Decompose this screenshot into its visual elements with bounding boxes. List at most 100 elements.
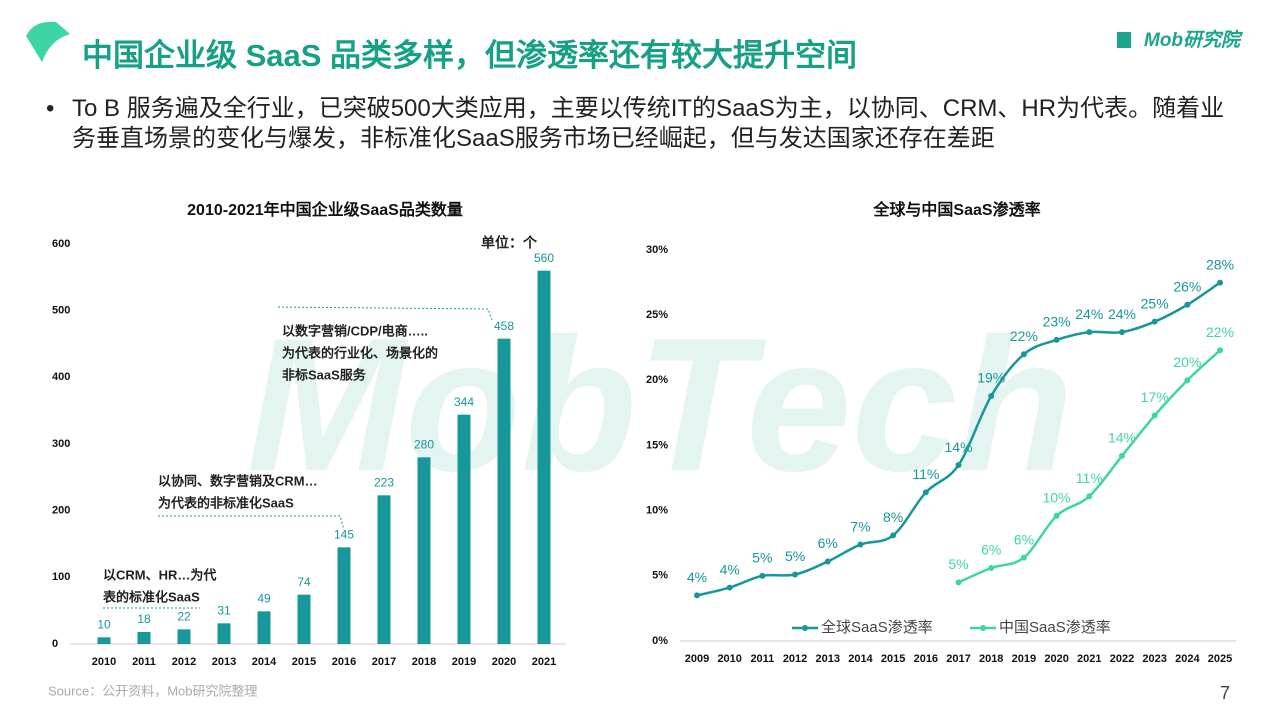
data-label: 5% (948, 556, 968, 572)
annotation: 以数字营销/CDP/电商….. (282, 323, 428, 338)
y-tick-label: 300 (52, 438, 70, 450)
legend-swatch (802, 625, 808, 631)
x-tick-label: 2015 (292, 656, 316, 668)
title-ornament (26, 21, 70, 62)
annotation: 为代表的非标准化SaaS (158, 495, 294, 510)
source: Source：公开资料，Mob研究院整理 (48, 683, 257, 698)
data-label: 24% (1108, 306, 1136, 322)
point (988, 392, 995, 399)
x-tick-label: 2009 (685, 653, 709, 665)
point (1020, 554, 1027, 561)
x-tick-label: 2013 (816, 653, 840, 665)
data-label: 49 (257, 592, 271, 606)
point (955, 462, 962, 469)
y-tick-label: 100 (52, 571, 70, 583)
y-tick-label: 30% (646, 244, 668, 256)
x-tick-label: 2012 (172, 656, 196, 668)
data-label: 4% (687, 569, 707, 585)
y-tick-label: 0 (52, 638, 58, 650)
point (1118, 452, 1125, 459)
data-label: 22% (1206, 324, 1234, 340)
logo-icon (1117, 32, 1131, 48)
data-label: 8% (883, 509, 903, 525)
x-tick-label: 2010 (92, 656, 116, 668)
legend-swatch (980, 625, 986, 631)
data-label: 5% (785, 548, 805, 564)
data-label: 6% (981, 542, 1001, 558)
point (1151, 412, 1158, 419)
point (1118, 329, 1125, 336)
x-tick-label: 2015 (881, 653, 905, 665)
x-tick-label: 2016 (914, 653, 938, 665)
data-label: 25% (1141, 295, 1169, 311)
data-label: 28% (1206, 256, 1234, 272)
x-tick-label: 2018 (412, 656, 436, 668)
point (1053, 336, 1060, 343)
y-tick-label: 200 (52, 505, 70, 517)
data-label: 344 (454, 395, 474, 409)
bar (457, 414, 471, 644)
data-label: 17% (1141, 389, 1169, 405)
chart-title: 全球与中国SaaS渗透率 (872, 200, 1040, 219)
point (1020, 351, 1027, 358)
y-tick-label: 25% (646, 309, 668, 321)
point (955, 579, 962, 586)
x-tick-label: 2017 (946, 653, 970, 665)
bar (417, 457, 431, 644)
data-label: 31 (217, 604, 231, 618)
data-label: 22 (177, 610, 191, 624)
point (1086, 329, 1093, 336)
x-tick-label: 2020 (492, 656, 516, 668)
watermark: MobTech (247, 299, 1074, 511)
x-tick-label: 2016 (332, 656, 356, 668)
point (694, 592, 700, 599)
chart-title: 2010-2021年中国企业级SaaS品类数量 (187, 200, 463, 219)
logo: Mob研究院 (1144, 29, 1243, 51)
point (1086, 493, 1093, 500)
point (824, 558, 831, 565)
point (1151, 318, 1158, 325)
x-tick-label: 2014 (848, 653, 873, 665)
slide-title: 中国企业级 SaaS 品类多样，但渗透率还有较大提升空间 (82, 38, 857, 73)
bar (177, 629, 191, 644)
x-tick-label: 2017 (372, 656, 396, 668)
y-tick-label: 20% (646, 374, 668, 386)
bar (297, 594, 311, 644)
y-tick-label: 15% (646, 439, 668, 451)
data-label: 18 (137, 612, 151, 626)
annotation: 非标SaaS服务 (282, 367, 367, 382)
x-tick-label: 2024 (1175, 653, 1200, 665)
data-label: 10 (97, 618, 111, 632)
x-tick-label: 2019 (1012, 653, 1036, 665)
point (1217, 347, 1224, 354)
annotation-leader (277, 306, 493, 321)
data-label: 22% (1010, 328, 1038, 344)
unit-label: 单位：个 (481, 235, 538, 251)
x-tick-label: 2023 (1142, 653, 1166, 665)
bar (217, 623, 231, 644)
data-label: 458 (494, 319, 514, 333)
data-label: 19% (977, 370, 1005, 386)
x-tick-label: 2010 (717, 653, 741, 665)
x-tick-label: 2014 (252, 656, 277, 668)
point (857, 541, 864, 548)
data-label: 74 (297, 575, 311, 589)
data-label: 6% (1014, 531, 1034, 547)
data-label: 5% (752, 550, 772, 566)
point (922, 489, 929, 496)
bar (257, 611, 271, 644)
x-tick-label: 2011 (132, 656, 156, 668)
data-label: 145 (334, 528, 354, 542)
annotation: 以协同、数字营销及CRM… (158, 473, 318, 488)
point (988, 565, 995, 572)
data-label: 14% (1108, 430, 1136, 446)
point (1053, 512, 1060, 519)
bar (97, 637, 111, 644)
data-label: 4% (720, 561, 740, 577)
point (1217, 279, 1224, 286)
y-tick-label: 10% (646, 505, 668, 517)
bullet-dot: • (46, 95, 55, 122)
y-tick-label: 5% (652, 570, 668, 582)
point (890, 532, 897, 539)
